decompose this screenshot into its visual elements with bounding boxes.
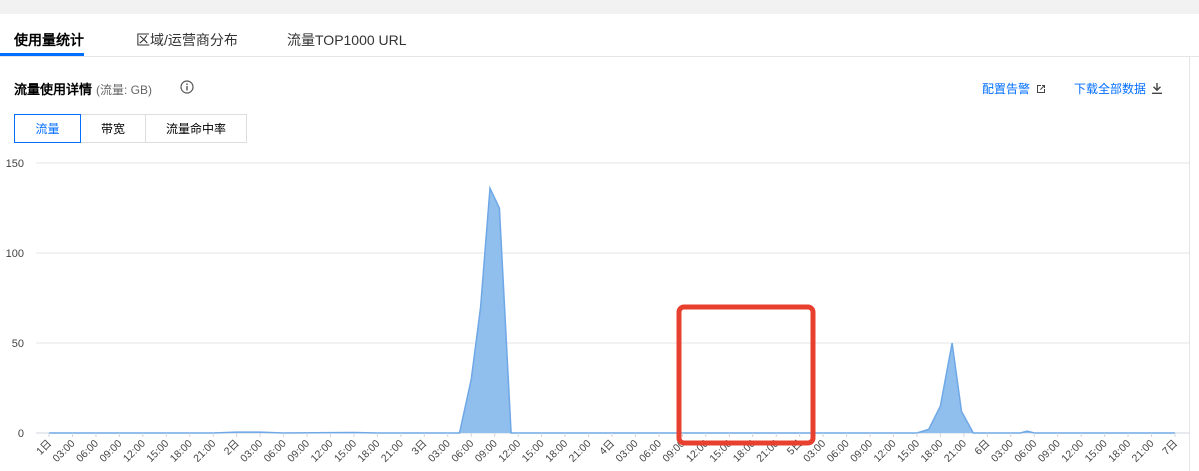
- x-tick-label: 12:00: [496, 438, 523, 465]
- x-tick-label: 15:00: [332, 438, 359, 465]
- y-tick-label: 0: [18, 428, 24, 440]
- tab-usage-stats[interactable]: 使用量统计: [14, 32, 84, 48]
- top-strip: [0, 0, 1199, 14]
- x-tick-label: 21:00: [191, 438, 218, 465]
- panel-title-text: 流量使用详情: [14, 82, 93, 97]
- x-tick-label: 06:00: [1012, 438, 1039, 465]
- x-tick-label: 18:00: [918, 438, 945, 465]
- tab-region-isp[interactable]: 区域/运营商分布: [136, 32, 238, 48]
- x-tick-label: 09:00: [848, 438, 875, 465]
- metric-traffic-button[interactable]: 流量: [14, 114, 81, 143]
- x-tick-label: 15:00: [520, 438, 547, 465]
- x-tick-label: 06:00: [74, 438, 101, 465]
- x-tick-label: 12:00: [872, 438, 899, 465]
- x-tick-label: 15:00: [895, 438, 922, 465]
- x-tick-label: 03:00: [989, 438, 1016, 465]
- x-tick-label: 12:00: [121, 438, 148, 465]
- traffic-chart: 0501001501日03:0006:0009:0012:0015:0018:0…: [6, 158, 1189, 465]
- x-tick-label: 09:00: [97, 438, 124, 465]
- x-tick-label: 21:00: [567, 438, 594, 465]
- download-icon: [1152, 83, 1163, 94]
- x-tick-label: 15:00: [1083, 438, 1110, 465]
- x-tick-label: 03:00: [238, 438, 265, 465]
- x-tick-label: 15:00: [144, 438, 171, 465]
- x-tick-label: 03:00: [51, 438, 78, 465]
- x-tick-label: 06:00: [825, 438, 852, 465]
- metric-hit-rate-button[interactable]: 流量命中率: [145, 114, 247, 143]
- series-area: [49, 188, 1175, 433]
- y-tick-label: 50: [12, 338, 24, 350]
- x-tick-label: 21:00: [379, 438, 406, 465]
- y-tick-label: 150: [6, 158, 24, 170]
- x-tick-label: 7日: [1160, 438, 1180, 458]
- x-tick-label: 09:00: [473, 438, 500, 465]
- x-tick-label: 21:00: [1130, 438, 1157, 465]
- x-tick-label: 18:00: [168, 438, 195, 465]
- x-tick-label: 09:00: [285, 438, 312, 465]
- panel-unit: (流量: GB): [96, 83, 153, 97]
- x-tick-label: 18:00: [1106, 438, 1133, 465]
- x-tick-label: 06:00: [637, 438, 664, 465]
- metric-bandwidth-button[interactable]: 带宽: [80, 114, 146, 143]
- x-tick-label: 12:00: [1059, 438, 1086, 465]
- panel-right-border: [1189, 56, 1190, 471]
- y-tick-label: 100: [6, 248, 24, 260]
- configure-alarm-link[interactable]: 配置告警: [982, 80, 1046, 97]
- highlight-box: [676, 304, 816, 446]
- x-tick-label: 18:00: [355, 438, 382, 465]
- tab-bar: 使用量统计 区域/运营商分布 流量TOP1000 URL: [0, 14, 1199, 57]
- x-tick-label: 03:00: [614, 438, 641, 465]
- panel-title: 流量使用详情 (流量: GB): [14, 79, 152, 98]
- configure-alarm-label: 配置告警: [982, 82, 1031, 96]
- x-tick-label: 06:00: [449, 438, 476, 465]
- series-line: [49, 185, 1175, 434]
- x-tick-label: 12:00: [309, 438, 336, 465]
- x-tick-label: 09:00: [1036, 438, 1063, 465]
- download-all-link[interactable]: 下载全部数据: [1074, 80, 1163, 97]
- metric-switcher: 流量 带宽 流量命中率: [14, 114, 247, 143]
- info-icon[interactable]: [180, 80, 194, 94]
- tab-top-urls[interactable]: 流量TOP1000 URL: [287, 32, 407, 48]
- x-tick-label: 06:00: [262, 438, 289, 465]
- active-tab-indicator: [0, 53, 84, 56]
- x-tick-label: 18:00: [543, 438, 570, 465]
- x-tick-label: 21:00: [942, 438, 969, 465]
- external-link-icon: [1037, 85, 1046, 93]
- x-tick-label: 03:00: [426, 438, 453, 465]
- download-all-label: 下载全部数据: [1074, 82, 1147, 96]
